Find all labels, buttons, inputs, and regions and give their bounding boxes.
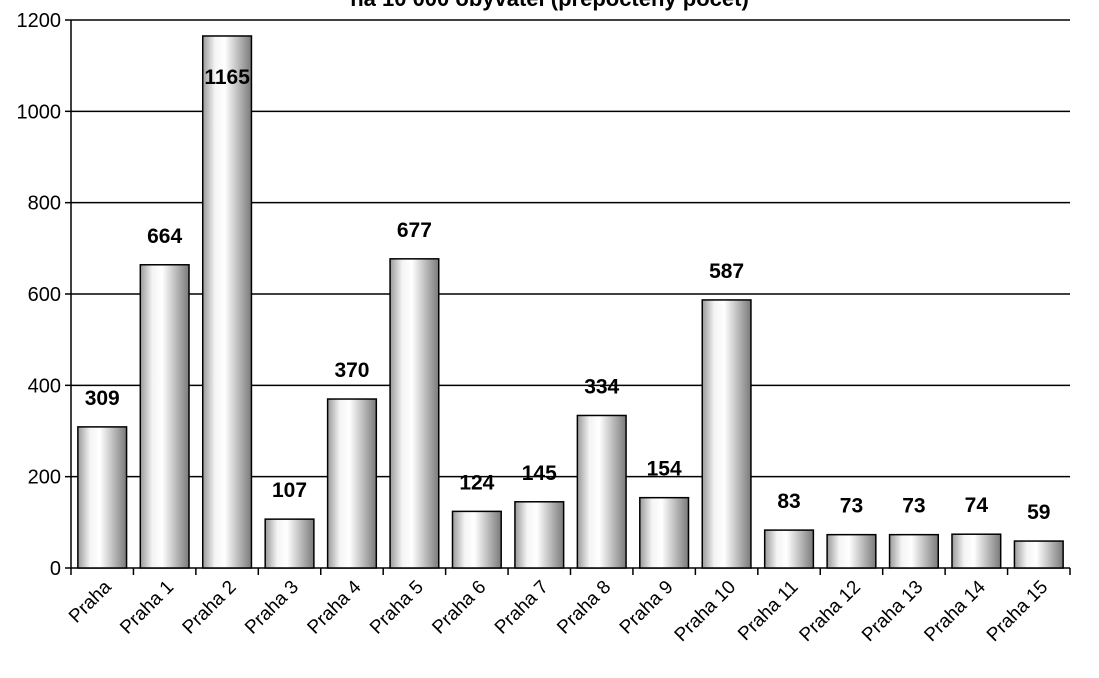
data-label: 124 [459, 471, 494, 494]
data-label: 73 [840, 495, 863, 518]
x-tick-label: Praha 3 [241, 577, 303, 639]
y-tick-label: 800 [28, 193, 61, 215]
bar [451, 510, 502, 569]
bar [1013, 540, 1064, 569]
x-tick-label: Praha 1 [116, 577, 178, 639]
bar [763, 529, 815, 569]
data-label: 664 [147, 225, 182, 248]
data-label: 677 [397, 219, 432, 242]
y-tick-label: 0 [50, 558, 61, 580]
data-label: 59 [1027, 501, 1050, 524]
y-tick-label: 1000 [17, 101, 62, 123]
bar [514, 501, 565, 569]
bar [201, 35, 253, 569]
data-label: 83 [777, 490, 800, 513]
data-label: 587 [709, 260, 744, 283]
x-tick-label: Praha 5 [366, 577, 428, 639]
bar [826, 533, 877, 569]
data-label: 1165 [204, 66, 250, 89]
data-label: 74 [965, 494, 989, 517]
data-label: 309 [85, 387, 120, 410]
bars [77, 35, 1064, 569]
x-tick-label: Praha [65, 576, 116, 627]
bar [701, 299, 752, 569]
x-tick-label: Praha 6 [428, 577, 490, 639]
data-label: 154 [647, 458, 682, 481]
data-label: 370 [334, 359, 369, 382]
y-tick-label: 400 [28, 375, 61, 397]
y-tick-label: 1200 [17, 10, 62, 32]
x-tick-label: Praha 2 [179, 577, 241, 639]
y-tick-label: 600 [28, 284, 61, 306]
bar [888, 533, 940, 569]
bar [639, 496, 690, 569]
chart-title: na 10 000 obyvatel (přepočtený počet) [0, 0, 1099, 12]
x-tick-label: Praha 10 [671, 577, 740, 646]
bar [139, 264, 190, 569]
x-tick-label: Praha 14 [920, 576, 990, 646]
bar [951, 533, 1002, 569]
y-tick-label: 200 [28, 467, 61, 489]
bar [326, 398, 378, 569]
data-label: 107 [272, 479, 307, 502]
x-tick-label: Praha 9 [616, 577, 678, 639]
x-tick-label: Praha 7 [491, 577, 553, 639]
bar [389, 258, 440, 569]
x-tick-label: Praha 4 [304, 576, 366, 638]
data-label: 145 [522, 462, 557, 485]
x-tick-label: Praha 8 [553, 577, 615, 639]
data-label: 334 [584, 375, 619, 398]
bar [77, 426, 128, 569]
data-labels: 309 664 1165 107 370 677 124 145 334 154 587 83 73 73… [85, 66, 1051, 524]
x-tick-label: Praha 11 [734, 577, 802, 645]
bar [576, 414, 627, 569]
x-tick-label: Praha 12 [796, 577, 865, 646]
x-tick-label: Praha 13 [858, 577, 927, 646]
bar [264, 518, 315, 569]
x-tick-label: Praha 15 [983, 577, 1052, 646]
data-label: 73 [902, 495, 925, 518]
